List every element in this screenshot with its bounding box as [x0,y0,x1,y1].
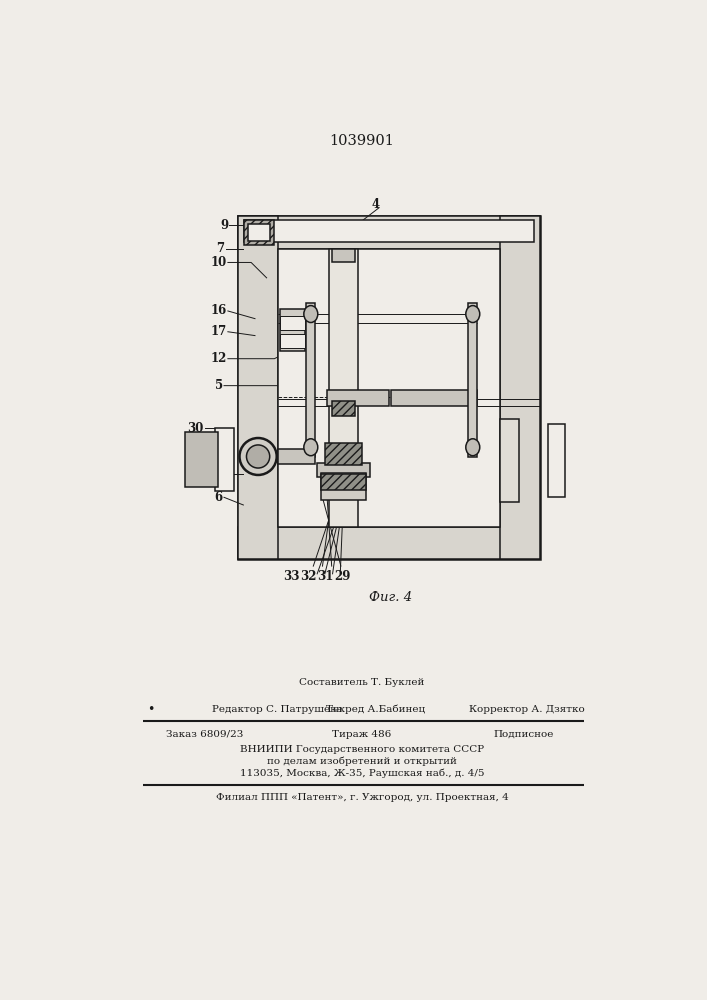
Text: 4: 4 [371,198,379,211]
Bar [500,216,540,559]
Bar [327,389,389,406]
Bar [548,424,565,497]
Bar [391,389,477,406]
Bar [238,527,540,559]
Bar [244,220,534,242]
Bar [332,401,355,416]
Text: 1039901: 1039901 [329,134,395,148]
Text: Тираж 486: Тираж 486 [332,730,392,739]
Text: Редактор С. Патрушева: Редактор С. Патрушева [212,705,342,714]
Text: •: • [146,703,154,716]
Text: 10: 10 [211,256,227,269]
Text: Техред А.Бабинец: Техред А.Бабинец [325,704,425,714]
Bar [185,432,218,487]
Text: Филиал ППП «Патент», г. Ужгород, ул. Проектная, 4: Филиал ППП «Патент», г. Ужгород, ул. Про… [216,793,508,802]
Ellipse shape [304,439,317,456]
Text: 12: 12 [211,352,227,365]
Text: 17: 17 [211,325,227,338]
Circle shape [240,438,276,475]
Bar [238,216,540,249]
Bar [244,220,274,245]
Text: 30: 30 [187,422,204,434]
Text: по делам изобретений и открытий: по делам изобретений и открытий [267,757,457,766]
Text: Фиг. 4: Фиг. 4 [369,591,412,604]
Bar [280,334,305,348]
Text: 113035, Москва, Ж-35, Раушская наб., д. 4/5: 113035, Москва, Ж-35, Раушская наб., д. … [240,769,484,778]
Text: 29: 29 [334,570,351,583]
Text: 9: 9 [220,219,228,232]
Ellipse shape [466,439,480,456]
Bar [215,428,234,491]
Bar [332,249,355,262]
Bar [279,249,500,527]
Text: Корректор А. Дзятко: Корректор А. Дзятко [469,705,585,714]
Bar [238,216,279,559]
Bar [280,309,305,351]
Text: 33: 33 [284,570,300,583]
Text: 32: 32 [300,570,317,583]
Bar [317,463,370,477]
Bar [238,216,540,559]
Bar [279,449,315,464]
Bar [468,303,477,457]
Text: ВНИИПИ Государственного комитета СССР: ВНИИПИ Государственного комитета СССР [240,745,484,754]
Text: 22: 22 [210,468,227,481]
Bar [280,316,305,330]
Text: 16: 16 [211,304,227,317]
Bar [321,474,366,490]
Bar [325,443,362,465]
Text: 6: 6 [214,491,223,504]
Text: Заказ 6809/23: Заказ 6809/23 [166,730,243,739]
Text: Подписное: Подписное [493,730,554,739]
Text: 31: 31 [317,570,334,583]
Bar [500,419,519,502]
Bar [321,473,366,500]
Circle shape [247,445,270,468]
Ellipse shape [304,306,317,323]
Text: Составитель Т. Буклей: Составитель Т. Буклей [299,678,425,687]
Text: 5: 5 [214,379,223,392]
Bar [306,303,315,457]
Bar [329,249,358,527]
Bar [248,224,270,241]
Text: 7: 7 [216,242,224,255]
Ellipse shape [466,306,480,323]
